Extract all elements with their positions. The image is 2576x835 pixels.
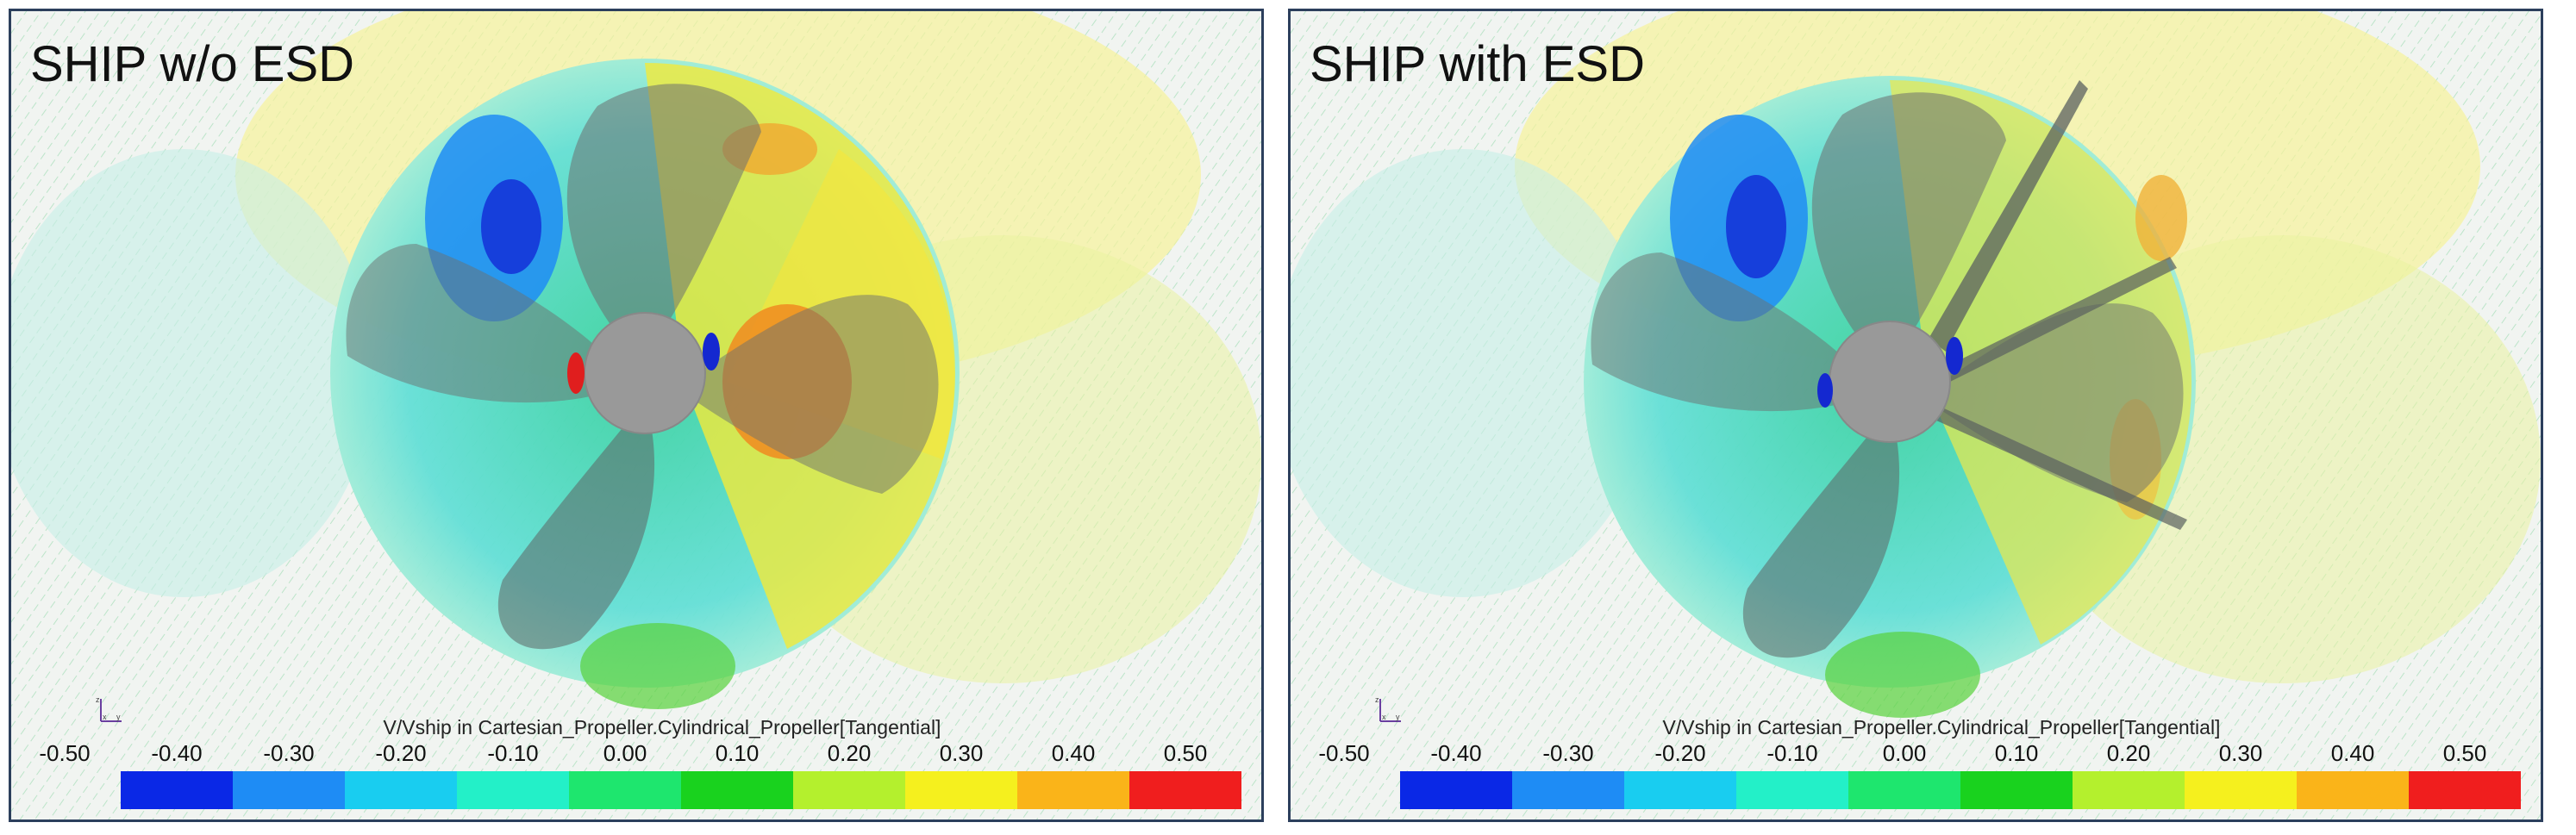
colorbar-tick: -0.10 bbox=[1766, 740, 1818, 766]
colorbar-label: V/Vship in Cartesian_Propeller.Cylindric… bbox=[383, 716, 941, 738]
colorbar-segment bbox=[793, 771, 905, 809]
colorbar-tick: -0.30 bbox=[263, 740, 315, 766]
colorbar-tick: 0.00 bbox=[603, 740, 647, 766]
colorbar-segment bbox=[1736, 771, 1848, 809]
axis-label-z: z bbox=[1375, 695, 1379, 704]
axes-triad-icon: z x y bbox=[1375, 695, 1401, 722]
axis-label-y: y bbox=[1396, 713, 1400, 721]
colorbar-segment bbox=[345, 771, 457, 809]
colorbar-segment bbox=[905, 771, 1017, 809]
colorbar-segment bbox=[2185, 771, 2297, 809]
colorbar-tick: 0.00 bbox=[1882, 740, 1927, 766]
colorbar-segment bbox=[2297, 771, 2409, 809]
colorbar-tick: 0.40 bbox=[2330, 740, 2375, 766]
axis-label-y: y bbox=[116, 713, 121, 721]
colorbar-segment bbox=[1017, 771, 1129, 809]
colorbar-segment bbox=[1848, 771, 1960, 809]
colorbar-tick: 0.30 bbox=[939, 740, 984, 766]
colorbar-tick: 0.20 bbox=[2106, 740, 2151, 766]
colorbar-tick: 0.50 bbox=[2442, 740, 2487, 766]
colorbar-segment bbox=[457, 771, 569, 809]
colorbar-segment bbox=[2073, 771, 2185, 809]
colorbar-label: V/Vship in Cartesian_Propeller.Cylindric… bbox=[1662, 716, 2221, 738]
colorbar-segment bbox=[569, 771, 681, 809]
colorbar-tick: 0.10 bbox=[1994, 740, 2039, 766]
velocity-field-plot bbox=[1291, 11, 2541, 819]
colorbar-segment bbox=[233, 771, 345, 809]
colorbar-tick: 0.20 bbox=[827, 740, 872, 766]
colorbar-segment bbox=[1400, 771, 1512, 809]
colorbar-tick: 0.40 bbox=[1051, 740, 1096, 766]
colorbar-tick: -0.40 bbox=[1430, 740, 1482, 766]
axis-label-x: x bbox=[1382, 713, 1386, 721]
panel-title: SHIP with ESD bbox=[1310, 36, 1645, 92]
colorbar bbox=[121, 771, 1241, 809]
colorbar-tick: -0.10 bbox=[487, 740, 539, 766]
colorbar-segment bbox=[1512, 771, 1624, 809]
colorbar-tick: -0.50 bbox=[1318, 740, 1370, 766]
colorbar-segment bbox=[121, 771, 233, 809]
panel-ship-without-esd: SHIP w/o ESD z x y V/Vship in Cartesian_… bbox=[9, 9, 1264, 822]
colorbar-tick: -0.40 bbox=[151, 740, 203, 766]
colorbar bbox=[1400, 771, 2521, 809]
colorbar-segment bbox=[1960, 771, 2073, 809]
colorbar-tick: -0.20 bbox=[375, 740, 427, 766]
panel-ship-with-esd: SHIP with ESD z x y V/Vship in Cartesian… bbox=[1288, 9, 2543, 822]
colorbar-tick: -0.50 bbox=[39, 740, 91, 766]
panel-title: SHIP w/o ESD bbox=[30, 36, 355, 92]
colorbar-segment bbox=[1624, 771, 1736, 809]
axis-label-x: x bbox=[103, 713, 107, 721]
colorbar-tick: 0.50 bbox=[1163, 740, 1208, 766]
colorbar-segment bbox=[2409, 771, 2521, 809]
colorbar-tick: 0.10 bbox=[715, 740, 760, 766]
axis-label-z: z bbox=[96, 695, 100, 704]
colorbar-ticks: -0.50 -0.40 -0.30 -0.20 -0.10 0.00 0.10 … bbox=[39, 740, 1254, 768]
axes-triad-icon: z x y bbox=[96, 695, 122, 722]
colorbar-tick: 0.30 bbox=[2218, 740, 2263, 766]
colorbar-tick: -0.20 bbox=[1654, 740, 1706, 766]
colorbar-tick: -0.30 bbox=[1542, 740, 1594, 766]
colorbar-ticks: -0.50 -0.40 -0.30 -0.20 -0.10 0.00 0.10 … bbox=[1318, 740, 2534, 768]
velocity-field-plot bbox=[11, 11, 1261, 819]
colorbar-segment bbox=[681, 771, 793, 809]
colorbar-segment bbox=[1129, 771, 1241, 809]
